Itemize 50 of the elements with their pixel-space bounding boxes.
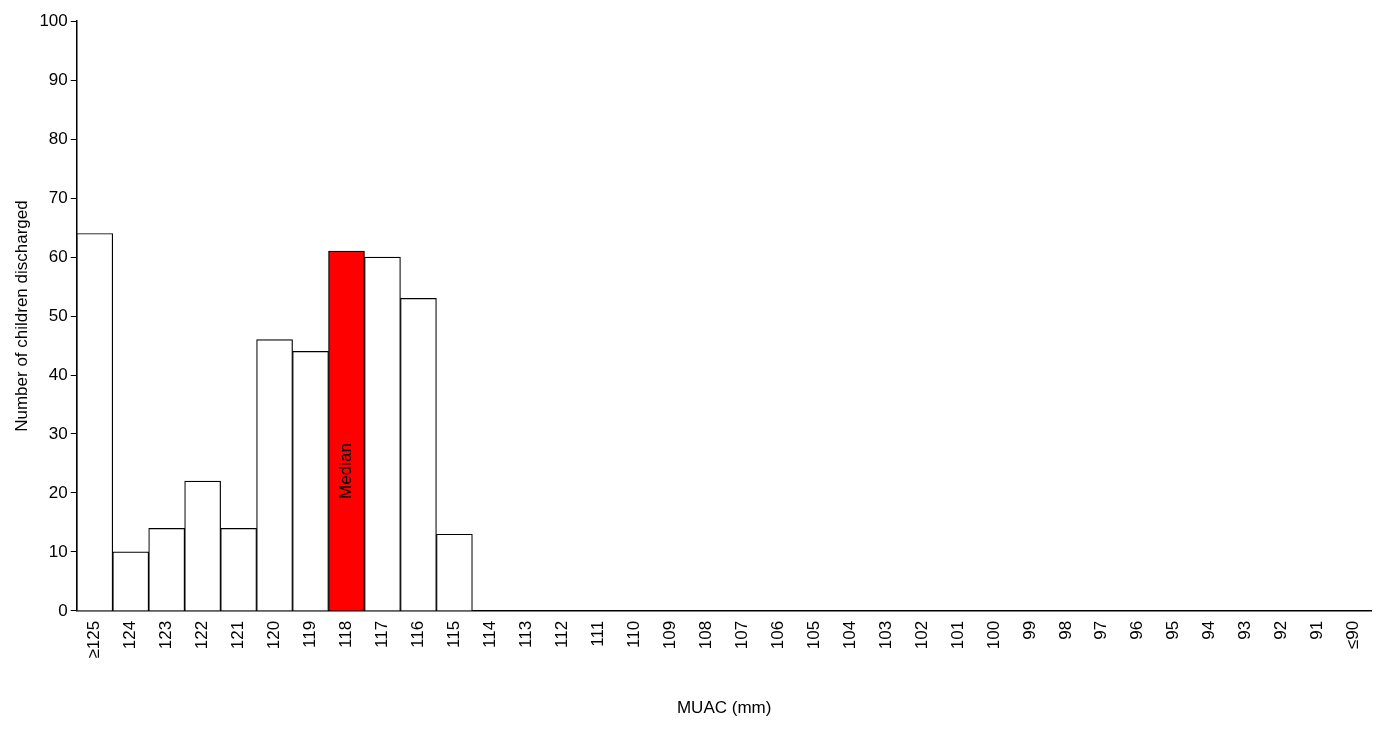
y-tick-label: 50: [48, 305, 68, 325]
x-tick-label: 115: [444, 620, 464, 649]
y-tick-label: 70: [48, 187, 68, 207]
y-tick-label: 60: [48, 246, 68, 266]
x-tick-label: 113: [516, 620, 536, 649]
x-tick-label: 108: [695, 620, 715, 650]
x-tick-label: 100: [983, 620, 1003, 650]
x-tick-label: 122: [192, 620, 212, 650]
x-tick-label: 92: [1271, 620, 1291, 640]
x-tick-label: 98: [1055, 620, 1075, 640]
x-tick-label: 105: [803, 620, 823, 650]
x-tick-label: 114: [480, 620, 500, 649]
y-tick-label: 10: [48, 541, 68, 561]
y-axis-title: Number of children discharged: [11, 200, 31, 432]
x-tick-label: 121: [228, 620, 248, 650]
x-tick-label: ≥125: [84, 620, 104, 659]
x-tick-label: 96: [1127, 620, 1147, 640]
x-tick-label: 117: [372, 620, 392, 649]
x-tick-label: 116: [408, 620, 428, 649]
x-tick-label: 123: [156, 620, 176, 650]
x-tick-label: 99: [1019, 620, 1039, 640]
x-tick-label: 124: [120, 620, 140, 650]
x-tick-label: 101: [947, 620, 967, 650]
x-tick-label: 111: [587, 620, 607, 647]
x-tick-label: 112: [551, 620, 571, 649]
x-tick-label: 118: [336, 620, 356, 649]
x-tick-label: 107: [731, 620, 751, 650]
x-tick-label: ≤90: [1343, 620, 1363, 650]
x-tick-label: 106: [767, 620, 787, 650]
x-axis-title: MUAC (mm): [676, 698, 772, 718]
x-tick-label: 109: [659, 620, 679, 650]
x-tick-label: 93: [1235, 620, 1255, 640]
x-tick-label: 97: [1091, 620, 1111, 640]
x-tick-label: 120: [264, 620, 284, 650]
y-tick-label: 40: [48, 364, 68, 384]
y-tick-label: 80: [48, 128, 68, 148]
x-tick-label: 95: [1163, 620, 1183, 640]
x-tick-label: 91: [1307, 620, 1327, 640]
x-tick-label: 110: [623, 620, 643, 649]
annotation: Median: [336, 443, 356, 499]
y-tick-label: 20: [48, 482, 68, 502]
y-tick-label: 30: [48, 423, 68, 443]
x-tick-label: 102: [911, 620, 931, 650]
y-tick-label: 90: [48, 69, 68, 89]
y-tick-label: 0: [58, 600, 68, 620]
x-tick-label: 103: [875, 620, 895, 650]
x-tick-label: 104: [839, 620, 859, 650]
x-tick-label: 94: [1199, 620, 1219, 640]
x-tick-label: 119: [300, 620, 320, 649]
y-tick-label: 100: [39, 10, 68, 30]
